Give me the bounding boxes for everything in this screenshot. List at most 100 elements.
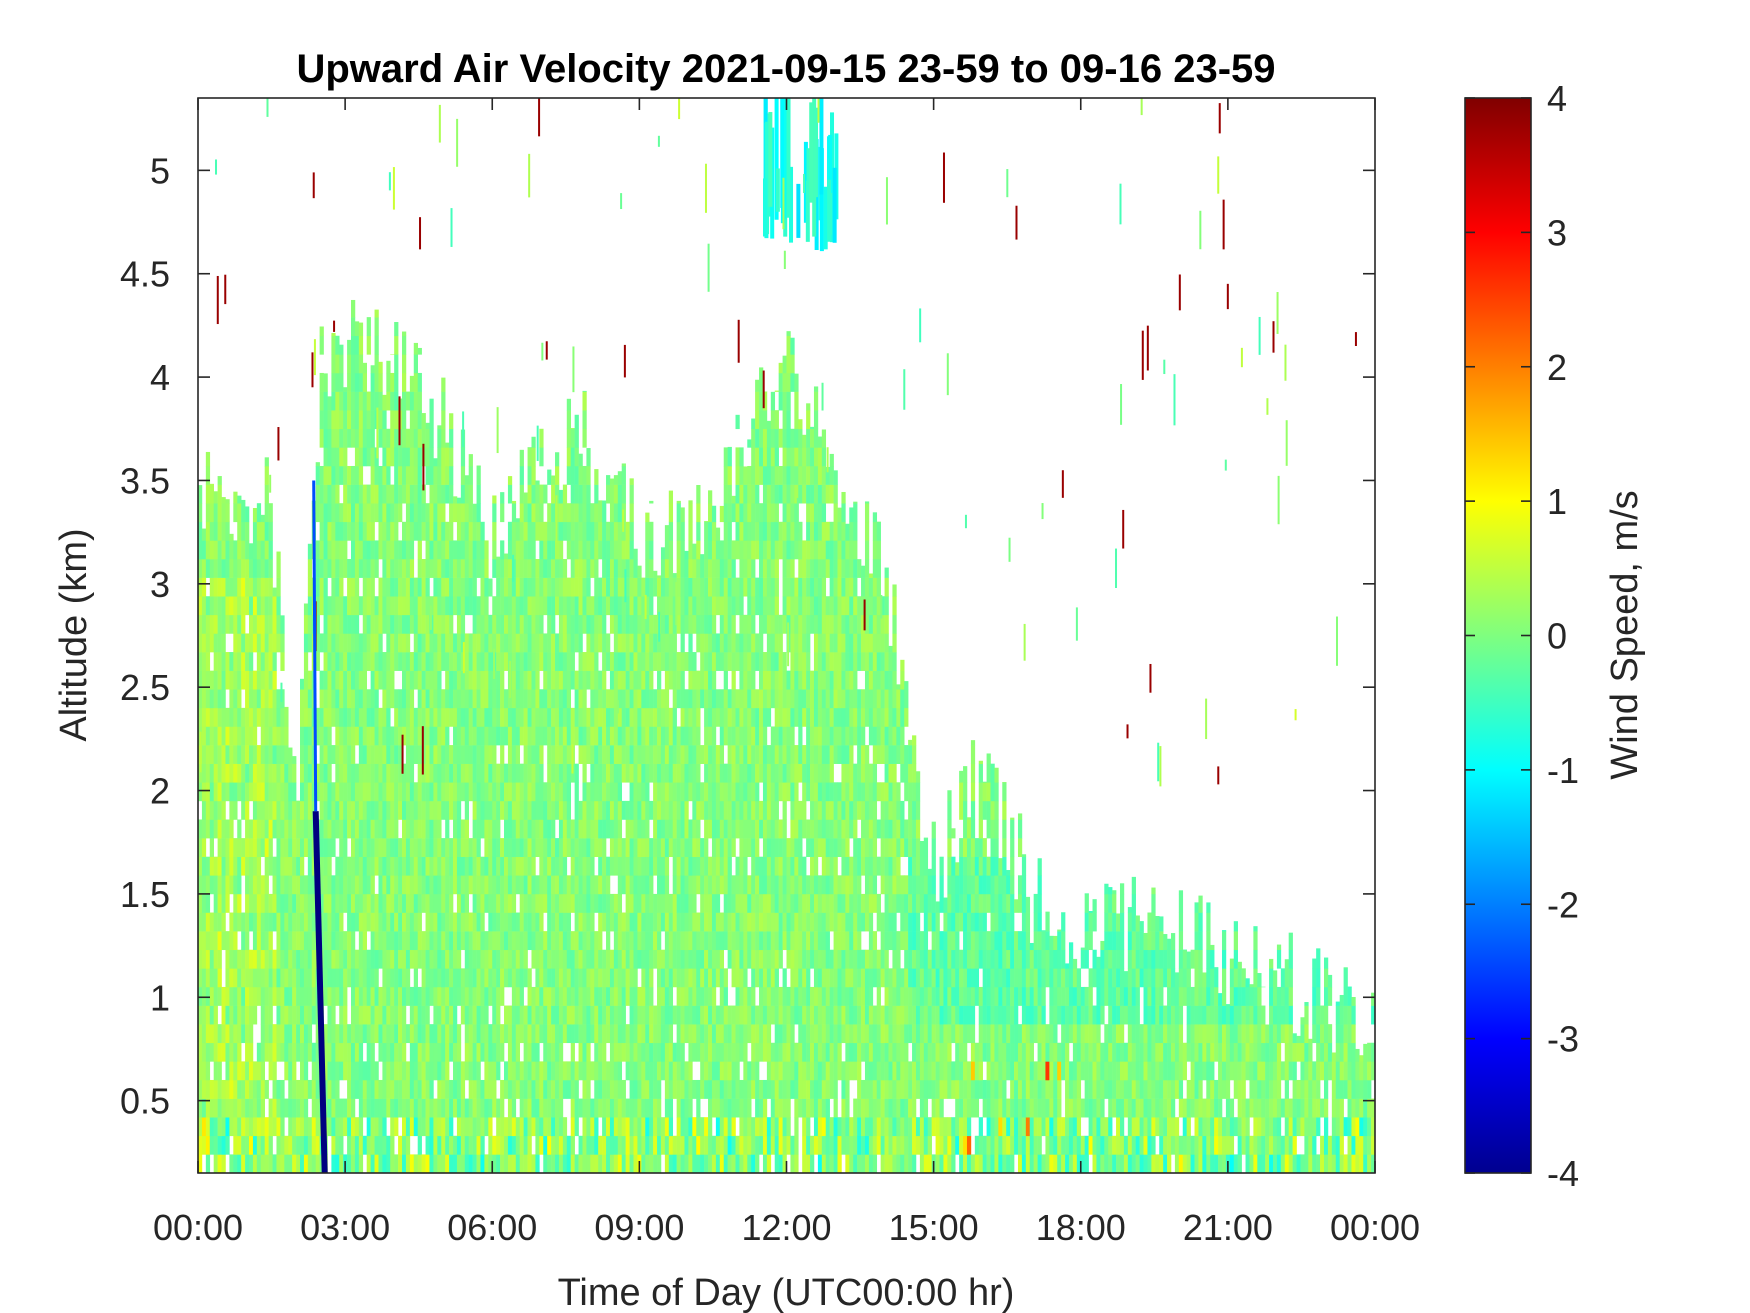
heatmap-cell	[708, 559, 713, 578]
heatmap-cell	[303, 1024, 309, 1044]
heatmap-cell	[672, 893, 677, 913]
heatmap-cell	[507, 596, 513, 616]
heatmap-cell	[425, 652, 430, 671]
heatmap-cell	[237, 912, 242, 932]
heatmap-cell	[523, 540, 528, 560]
heatmap-cell	[209, 707, 214, 727]
heatmap-cell	[413, 931, 418, 951]
heatmap-cell	[468, 1042, 473, 1062]
heatmap-cell	[249, 968, 254, 988]
heatmap-cell	[519, 968, 524, 988]
heatmap-cell	[445, 614, 450, 634]
heatmap-cell	[558, 652, 564, 671]
heatmap-cell	[284, 838, 289, 858]
heatmap-cell	[245, 819, 250, 839]
heatmap-cell	[362, 1024, 367, 1044]
heatmap-cell	[460, 484, 466, 504]
heatmap-cell	[555, 452, 560, 467]
heatmap-cell	[723, 1042, 728, 1062]
heatmap-cell	[449, 986, 454, 1006]
heatmap-cell	[354, 428, 360, 448]
heatmap-cell	[476, 986, 481, 1006]
heatmap-cell	[645, 689, 650, 709]
heatmap-cell	[213, 1005, 218, 1025]
heatmap-cell	[464, 540, 470, 560]
heatmap-cell	[523, 1005, 528, 1025]
heatmap-cell	[382, 893, 387, 913]
heatmap-cell	[225, 726, 230, 746]
heatmap-cell	[723, 1098, 728, 1118]
heatmap-cell	[201, 745, 207, 764]
heatmap-cell	[570, 1154, 575, 1173]
heatmap-cell	[205, 986, 211, 1006]
heatmap-cell	[688, 726, 693, 746]
heatmap-cell	[731, 819, 736, 839]
heatmap-cell	[625, 986, 630, 1006]
heatmap-cell	[488, 838, 493, 858]
heatmap-cell	[688, 745, 693, 764]
heatmap-cell	[456, 1024, 462, 1044]
heatmap-cell	[613, 1042, 619, 1062]
heatmap-cell	[617, 577, 623, 597]
heatmap-cell	[327, 1005, 332, 1025]
heatmap-cell	[354, 596, 360, 616]
heatmap-cell	[272, 633, 277, 653]
heatmap-cell	[307, 1135, 313, 1155]
heatmap-cell	[594, 670, 599, 690]
heatmap-cell	[641, 726, 646, 746]
heatmap-cell	[327, 396, 332, 411]
heatmap-cell	[453, 782, 458, 802]
heatmap-cell	[421, 596, 426, 616]
heatmap-cell	[602, 614, 607, 634]
heatmap-cell	[449, 559, 454, 578]
heatmap-cell	[300, 912, 305, 932]
heatmap-cell	[598, 875, 603, 895]
heatmap-cell	[425, 596, 430, 616]
heatmap-cell	[653, 949, 658, 969]
heatmap-cell	[507, 577, 513, 597]
heatmap-cell	[645, 875, 650, 895]
heatmap-cell	[609, 707, 615, 727]
heatmap-cell	[504, 856, 509, 876]
heatmap-cell	[464, 763, 470, 783]
heatmap-cell	[205, 800, 211, 820]
heatmap-cell	[374, 689, 379, 709]
heatmap-cell	[351, 372, 356, 392]
heatmap-cell	[288, 1079, 293, 1099]
heatmap-cell	[413, 707, 418, 727]
heatmap-cell	[558, 931, 564, 951]
heatmap-cell	[217, 559, 222, 578]
heatmap-cell	[523, 559, 528, 578]
heatmap-cell	[476, 819, 481, 839]
heatmap-cell	[609, 652, 615, 671]
heatmap-cell	[453, 707, 458, 727]
heatmap-cell	[723, 689, 728, 709]
heatmap-cell	[402, 726, 407, 746]
heatmap-cell	[382, 875, 387, 895]
heatmap-cell	[288, 968, 293, 988]
heatmap-cell	[598, 577, 603, 597]
heatmap-cell	[201, 577, 207, 597]
heatmap-cell	[213, 893, 218, 913]
heatmap-cell	[358, 949, 364, 969]
heatmap-cell	[496, 652, 501, 671]
heatmap-cell	[570, 986, 575, 1006]
heatmap-cell	[429, 521, 434, 541]
heatmap-cell	[739, 1079, 744, 1099]
heatmap-cell	[574, 1024, 579, 1044]
heatmap-cell	[209, 577, 214, 597]
heatmap-cell	[539, 931, 544, 951]
heatmap-cell	[276, 1042, 281, 1062]
heatmap-cell	[264, 652, 269, 671]
heatmap-cell	[441, 931, 446, 951]
heatmap-cell	[303, 614, 309, 634]
heatmap-cell	[229, 745, 234, 764]
heatmap-cell	[708, 893, 713, 913]
heatmap-cell	[523, 745, 528, 764]
heatmap-cell	[645, 1061, 650, 1081]
heatmap-cell	[535, 819, 540, 839]
heatmap-cell	[390, 1042, 395, 1062]
heatmap-cell	[629, 689, 634, 709]
heatmap-cell	[421, 1154, 426, 1173]
heatmap-cell	[492, 800, 497, 820]
